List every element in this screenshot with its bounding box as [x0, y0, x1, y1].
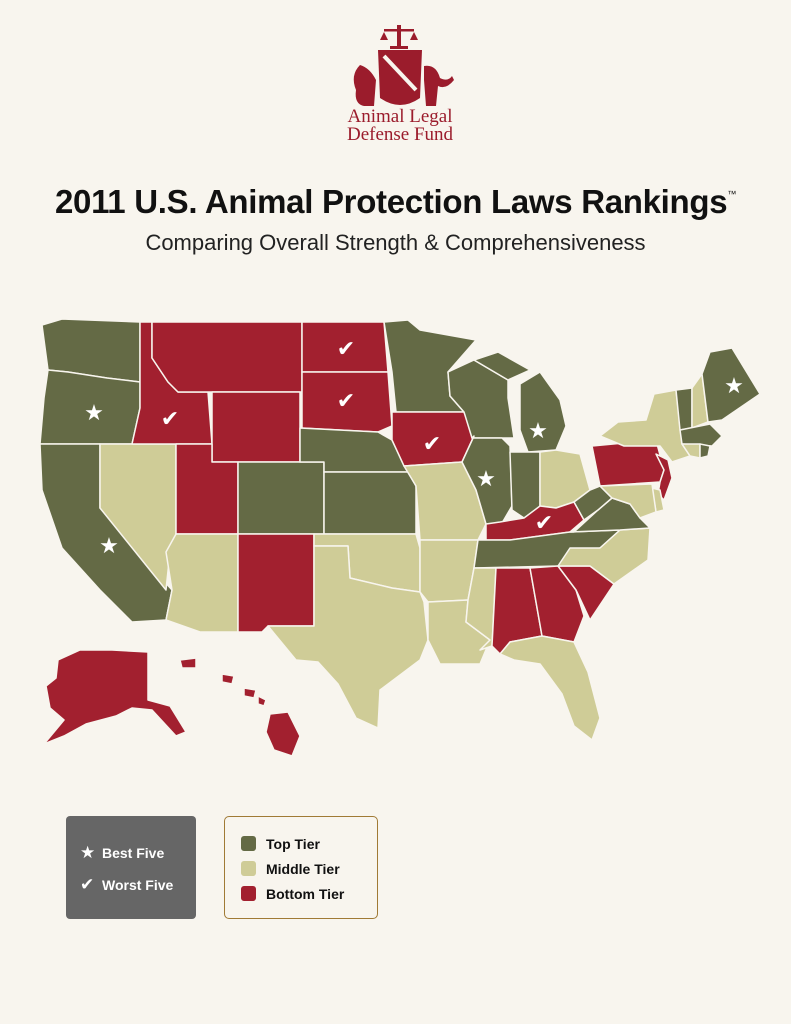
logo-line-2: Defense Fund	[346, 124, 454, 145]
trademark: ™	[727, 189, 737, 199]
legend-bottom-tier-label: Bottom Tier	[266, 886, 345, 902]
star-icon-california: ★	[99, 534, 119, 559]
tier-legend: Top Tier Middle Tier Bottom Tier	[224, 816, 378, 919]
state-michigan-upper	[473, 351, 531, 381]
star-icon-michigan: ★	[528, 419, 548, 444]
legend-worst-five-label: Worst Five	[102, 877, 174, 893]
star-icon-illinois: ★	[476, 467, 496, 492]
state-massachusetts	[679, 423, 723, 447]
legend-best-five: ★ Best Five	[80, 843, 164, 863]
state-hawaii-islands	[179, 657, 267, 707]
logo-line-1: Animal Legal	[347, 106, 453, 127]
state-south-dakota	[301, 371, 393, 433]
check-icon-idaho: ✔	[161, 407, 179, 432]
state-wyoming	[211, 391, 301, 463]
legend-middle-tier-label: Middle Tier	[266, 861, 340, 877]
star-icon-oregon: ★	[84, 401, 104, 426]
us-map: ★ ★ ★ ★ ★ ✔ ✔ ✔ ✔ ✔	[39, 318, 761, 757]
bottom-tier-swatch	[241, 886, 256, 901]
legend-top-tier-label: Top Tier	[266, 836, 320, 852]
legend-top-tier: Top Tier	[241, 836, 320, 852]
state-montana	[151, 321, 303, 393]
legend-middle-tier: Middle Tier	[241, 861, 340, 877]
state-new-mexico	[237, 533, 315, 633]
star-icon: ★	[80, 843, 96, 863]
check-icon-south-dakota: ✔	[337, 389, 355, 414]
state-north-carolina	[557, 527, 651, 585]
title-text: 2011 U.S. Animal Protection Laws Ranking…	[54, 183, 728, 220]
legend-worst-five: ✔ Worst Five	[80, 875, 173, 895]
top-tier-swatch	[241, 836, 256, 851]
state-colorado	[237, 461, 325, 535]
legend-best-five-label: Best Five	[102, 845, 165, 861]
check-icon-iowa: ✔	[423, 432, 441, 457]
symbol-legend: ★ Best Five ✔ Worst Five	[66, 816, 196, 919]
legend-bottom-tier: Bottom Tier	[241, 886, 344, 902]
state-indiana	[509, 451, 541, 519]
state-texas	[267, 545, 429, 729]
state-kansas	[323, 471, 417, 535]
state-rhode-island	[699, 443, 711, 459]
state-hawaii	[265, 711, 301, 757]
state-alaska	[43, 649, 187, 745]
state-maine	[701, 347, 761, 423]
state-florida	[499, 635, 601, 741]
state-pennsylvania	[591, 439, 665, 487]
page-subtitle: Comparing Overall Strength & Comprehensi…	[145, 230, 646, 255]
logo-text: Animal Legal Defense Fund	[300, 106, 500, 145]
star-icon-maine: ★	[724, 374, 744, 399]
state-maryland	[599, 483, 657, 519]
state-arizona	[165, 533, 239, 633]
middle-tier-swatch	[241, 861, 256, 876]
adlf-logo	[353, 25, 454, 106]
state-michigan	[519, 371, 567, 453]
check-icon: ✔	[80, 875, 95, 895]
page-title: 2011 U.S. Animal Protection Laws Ranking…	[0, 183, 791, 221]
check-icon-north-dakota: ✔	[337, 337, 355, 362]
check-icon-kentucky: ✔	[535, 511, 553, 536]
